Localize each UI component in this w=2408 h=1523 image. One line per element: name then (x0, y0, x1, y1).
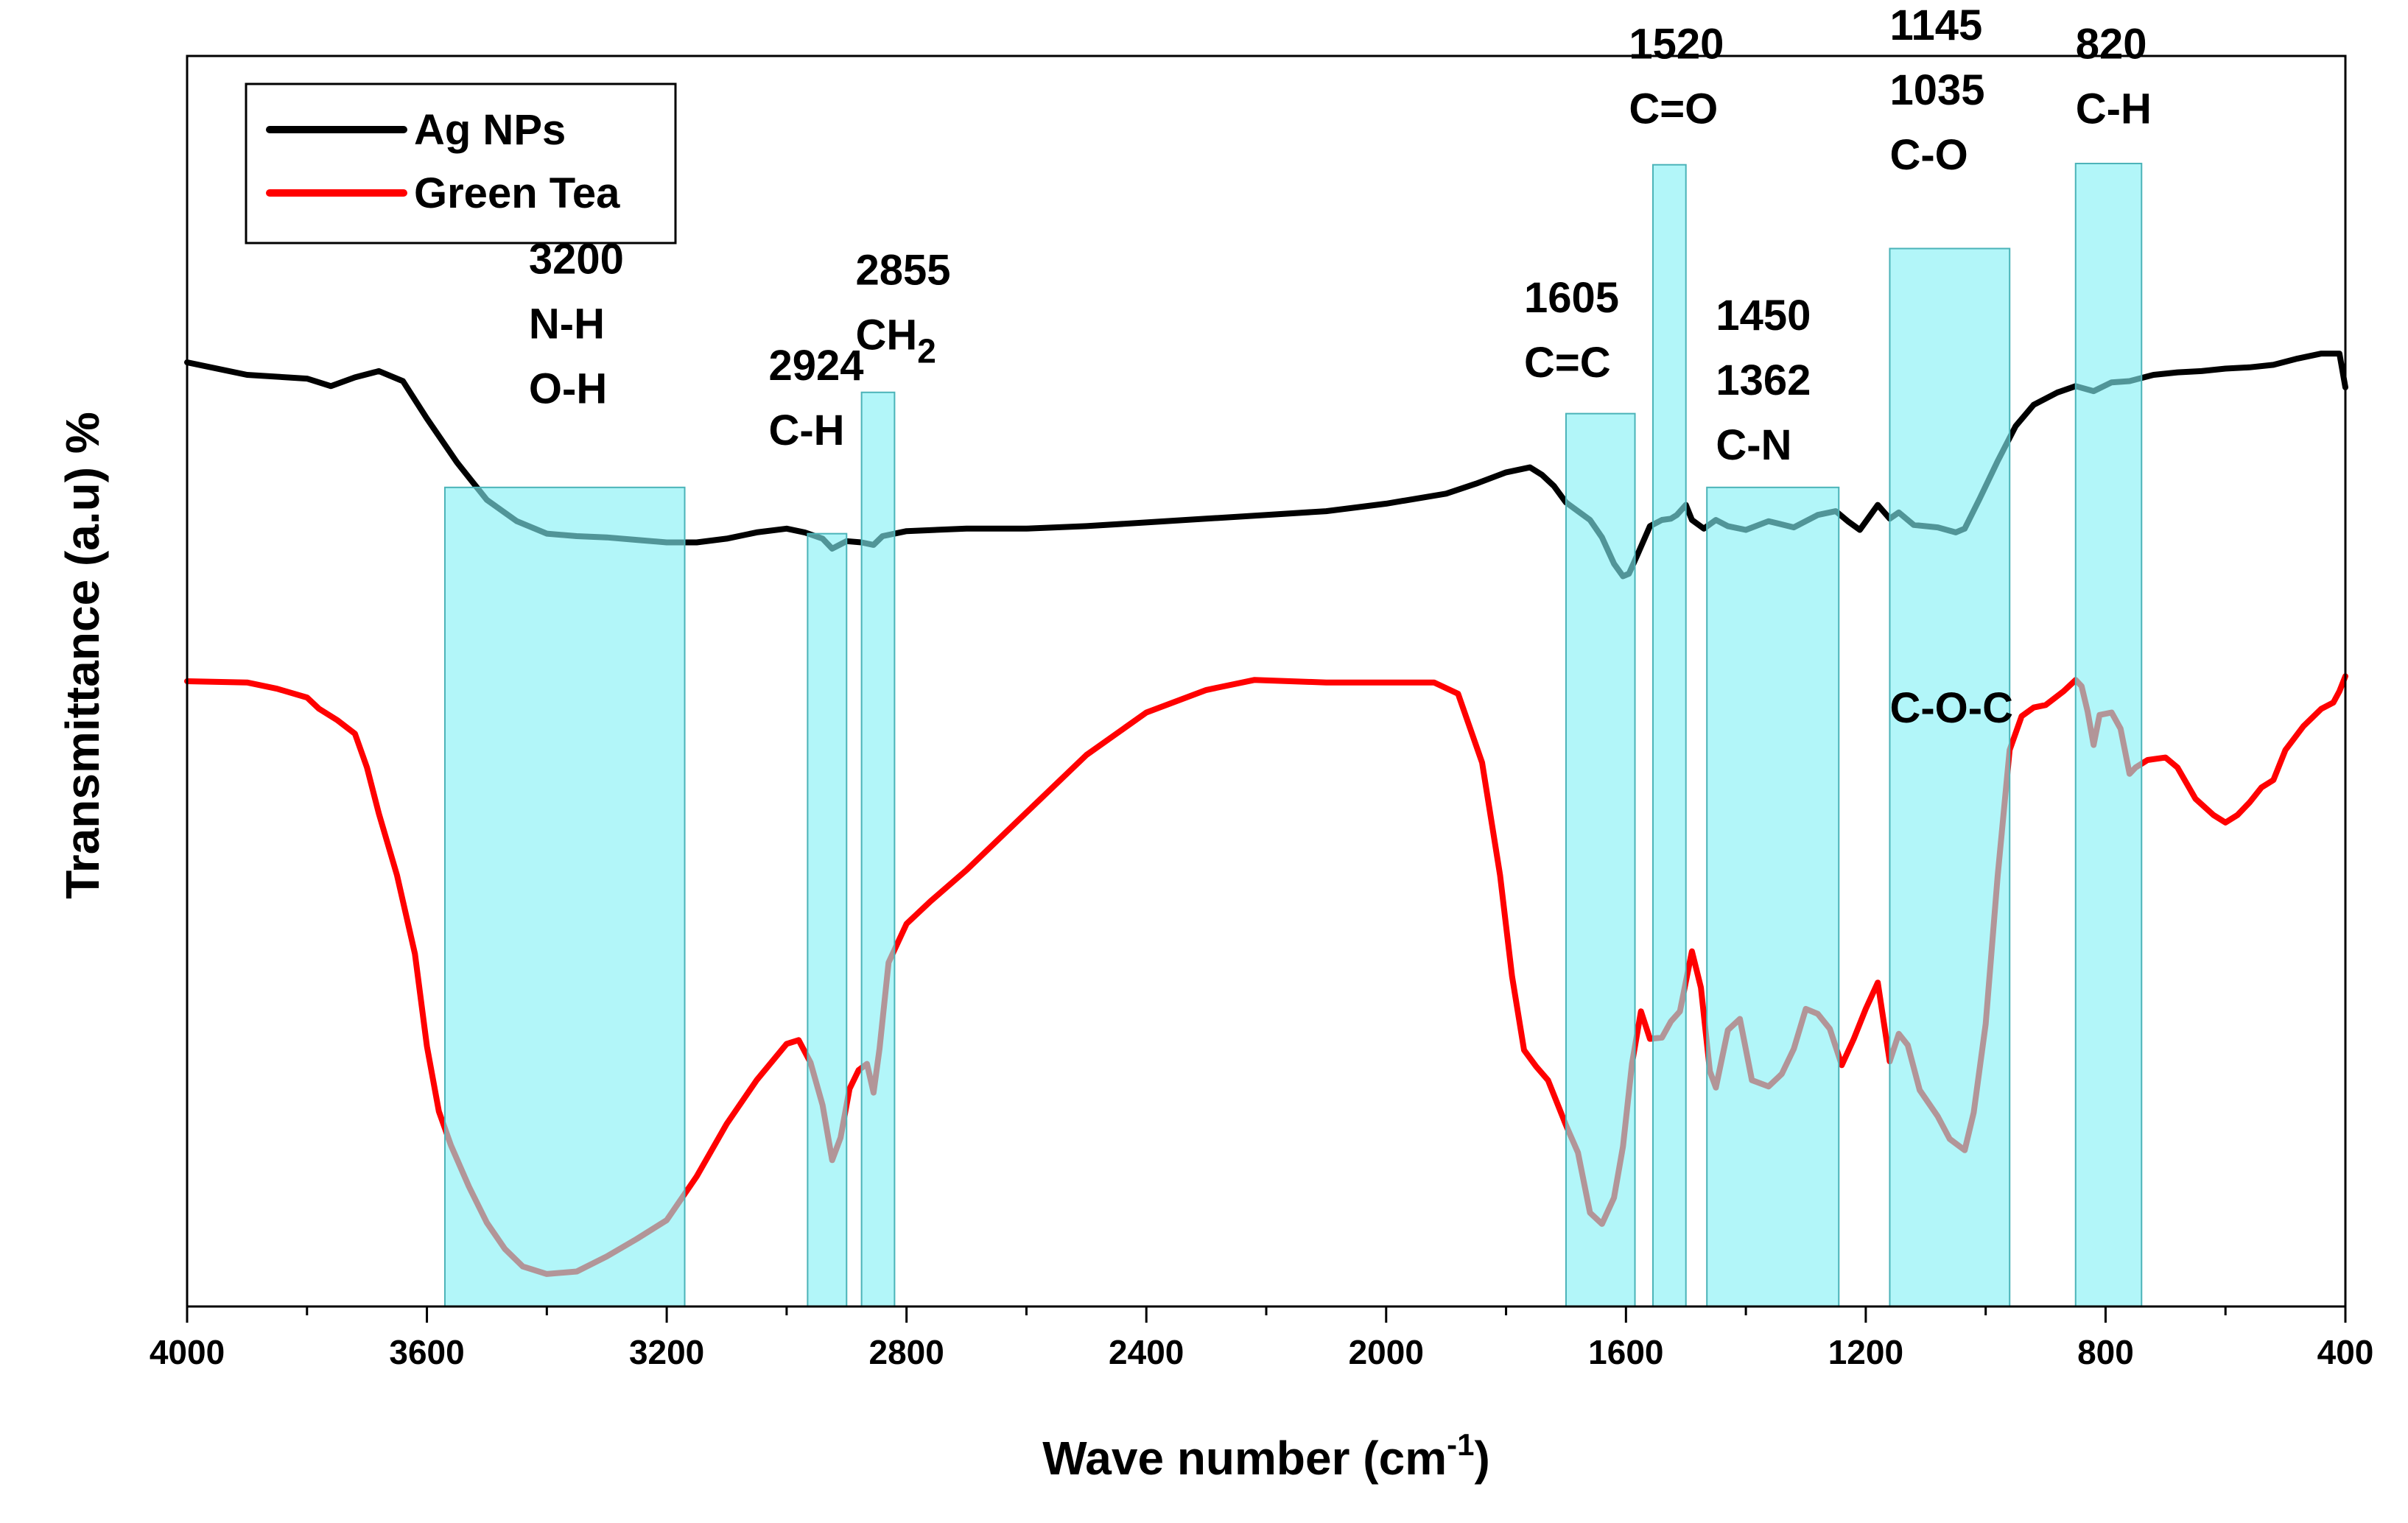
x-tick-label: 1600 (1588, 1333, 1663, 1371)
x-tick-label: 3200 (629, 1333, 704, 1371)
peak-label: C-H (768, 407, 844, 454)
peak-label: C-O-C (1889, 684, 2013, 732)
peak-label: 1145 (1889, 1, 1982, 49)
peak-label: C=O (1629, 85, 1718, 133)
highlight-band (860, 391, 896, 1308)
peak-label: N-H (529, 300, 605, 348)
highlight-band (1706, 486, 1840, 1307)
legend-label-green-tea: Green Tea (414, 169, 620, 217)
peak-label: 2855 (855, 247, 950, 295)
peak-label: 1362 (1716, 356, 1811, 404)
y-axis-title: Transmittance (a.u) % (56, 412, 109, 899)
highlight-band (1565, 412, 1636, 1307)
peak-label: 1605 (1524, 274, 1619, 322)
x-tick-label: 2000 (1349, 1333, 1424, 1371)
x-tick-label: 2400 (1109, 1333, 1184, 1371)
legend-label-ag-nps: Ag NPs (414, 106, 566, 154)
peak-label: 1035 (1889, 66, 1984, 114)
x-tick-label: 1200 (1828, 1333, 1903, 1371)
peak-label: 820 (2076, 20, 2147, 68)
highlight-band (807, 532, 848, 1307)
x-axis-title: Wave number (cm-1) (1042, 1427, 1490, 1485)
highlight-band (2074, 163, 2143, 1308)
peak-label: 1520 (1629, 20, 1724, 68)
peak-label: C-N (1716, 421, 1791, 469)
highlight-bands (443, 163, 2143, 1308)
highlight-band (443, 486, 686, 1307)
x-tick-label: 4000 (150, 1333, 225, 1371)
x-tick-label: 400 (2317, 1333, 2374, 1371)
legend-box (245, 82, 677, 245)
x-tick-label: 2800 (868, 1333, 944, 1371)
x-tick-label: 800 (2077, 1333, 2134, 1371)
legend: Ag NPs Green Tea (245, 82, 677, 245)
x-tick-label: 3600 (389, 1333, 464, 1371)
highlight-band (1651, 163, 1687, 1308)
peak-label: C-O (1889, 131, 1968, 179)
peak-label: O-H (529, 365, 607, 412)
peak-label: C=C (1524, 339, 1611, 387)
peak-label: 1450 (1716, 292, 1811, 340)
peak-label: 2924 (768, 342, 863, 390)
x-axis-ticks: 4000 3600 3200 2800 2400 2000 1600 1200 800 400 (150, 1306, 2374, 1371)
highlight-band (1889, 247, 2011, 1308)
peak-label: C-H (2076, 85, 2152, 133)
